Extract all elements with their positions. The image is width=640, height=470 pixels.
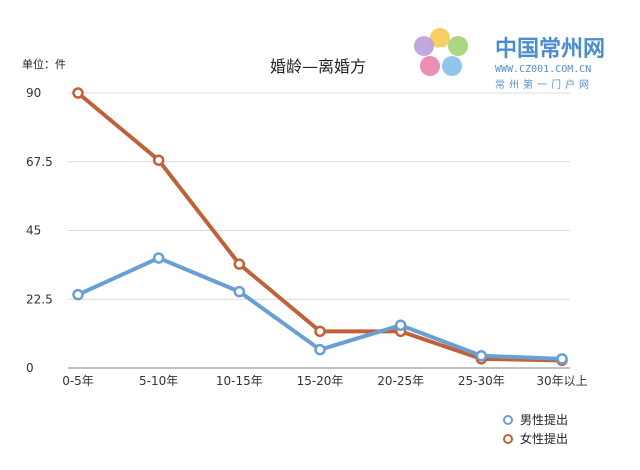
x-tick-label: 20-25年: [377, 374, 424, 388]
series-female: [72, 87, 568, 367]
legend-label: 男性提出: [520, 412, 568, 427]
data-point: [233, 258, 246, 270]
data-point: [152, 154, 165, 166]
legend-item: 女性提出: [503, 431, 568, 446]
y-tick-label: 90: [26, 86, 41, 100]
data-point: [314, 325, 326, 338]
data-point: [72, 288, 84, 301]
watermark-logo: 中国常州网 WWW.CZ001.COM.CN 常州第一门户网: [414, 28, 605, 91]
x-tick-label: 15-20年: [297, 374, 344, 388]
axes: 0 22.5 45 67.5 90 0-5年 5-10年 10-15年 15-20年 20-25年…: [26, 86, 588, 388]
x-tick-label: 30年以上: [536, 374, 587, 388]
watermark-name: 中国常州网: [495, 36, 605, 62]
data-point: [475, 350, 488, 362]
legend-marker: [503, 415, 513, 425]
series: [72, 87, 568, 367]
data-point: [72, 87, 84, 99]
y-tick-label: 45: [26, 224, 41, 238]
y-tick-label: 0: [26, 361, 34, 375]
data-point: [233, 285, 246, 298]
legend-label: 女性提出: [520, 431, 568, 446]
x-tick-label: 10-15年: [216, 374, 263, 388]
y-tick-label: 22.5: [26, 292, 53, 306]
series-line: [76, 256, 564, 361]
unit-label: 单位：件: [22, 57, 66, 71]
y-tick-label: 67.5: [26, 155, 53, 169]
data-point: [152, 252, 165, 264]
data-point: [314, 343, 326, 356]
x-tick-label: 0-5年: [62, 374, 94, 388]
grid: [68, 92, 570, 369]
x-tick-label: 25-30年: [458, 374, 505, 388]
series-male: [72, 252, 568, 365]
data-point: [394, 319, 407, 331]
series-line: [76, 91, 564, 363]
x-tick-label: 5-10年: [139, 374, 178, 388]
watermark-url: WWW.CZ001.COM.CN: [495, 64, 591, 75]
flower-logo-icon: [414, 28, 468, 76]
data-point: [556, 353, 568, 365]
legend-item: 男性提出: [503, 412, 568, 427]
chart-title: 婚龄—离婚方: [270, 57, 366, 76]
watermark-slogan: 常州第一门户网: [495, 78, 593, 91]
legend-marker: [503, 434, 513, 444]
